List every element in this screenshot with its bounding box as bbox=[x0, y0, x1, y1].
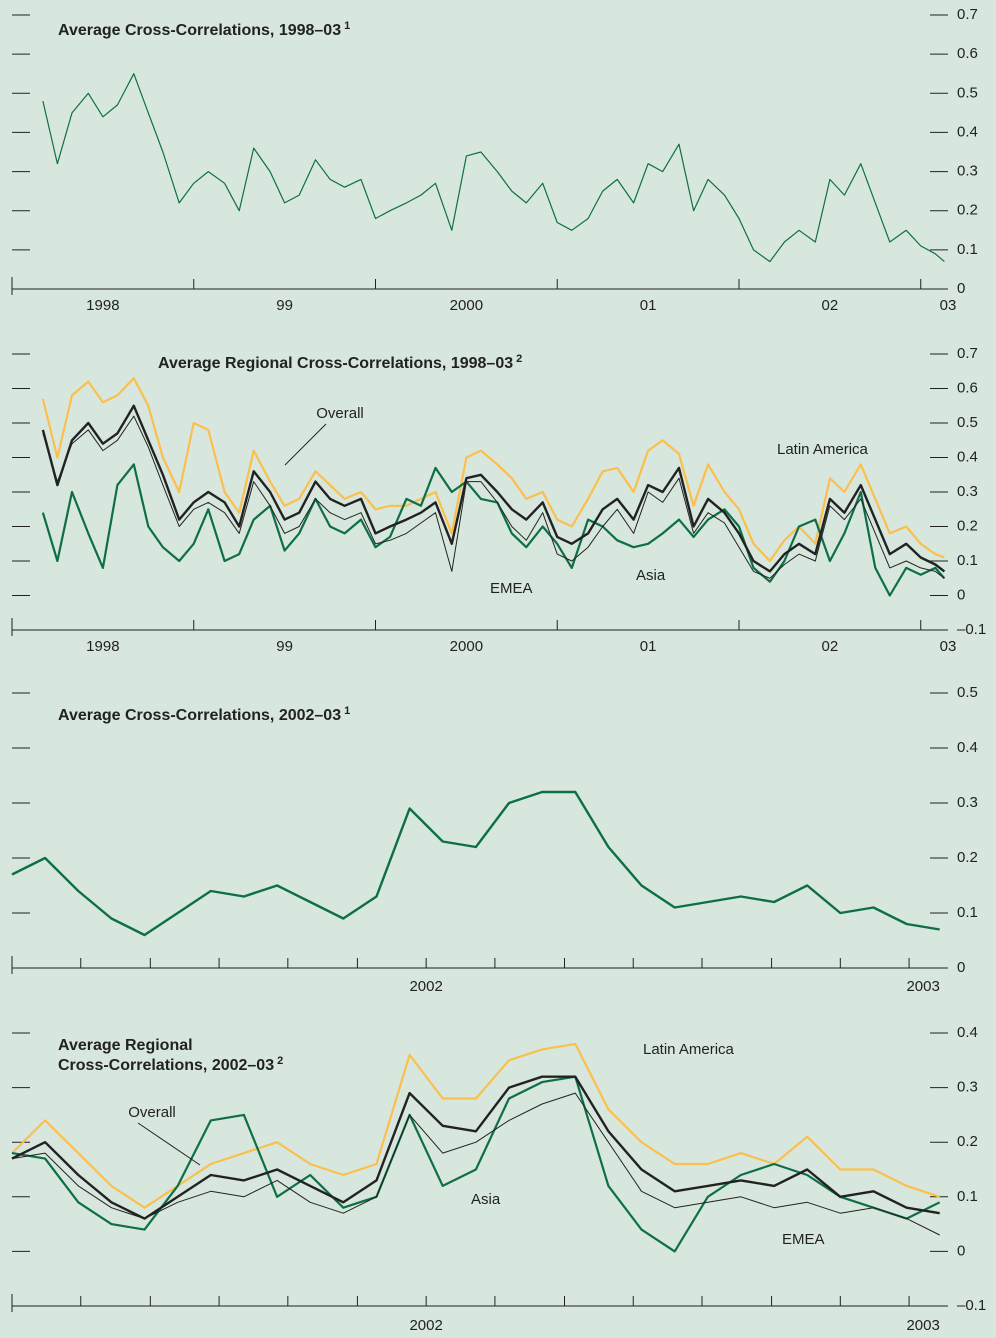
y-tick-label: 0.5 bbox=[957, 414, 978, 431]
x-tick-label: 02 bbox=[822, 297, 839, 314]
y-tick-label: 0 bbox=[957, 959, 965, 976]
chart-title: Average Cross-Correlations, 2002–03 1 bbox=[58, 705, 350, 724]
y-tick-label: 0.5 bbox=[957, 684, 978, 701]
chart-title: Average Regional Cross-Correlations, 2002… bbox=[58, 1037, 283, 1074]
x-tick-label: 2003 bbox=[906, 1317, 939, 1334]
x-tick-label: 1998 bbox=[86, 638, 119, 655]
y-tick-label: 0 bbox=[957, 280, 965, 297]
y-tick-label: 0.5 bbox=[957, 84, 978, 101]
y-tick-label: 0.1 bbox=[957, 552, 978, 569]
y-tick-label: 0.1 bbox=[957, 904, 978, 921]
x-tick-label: 03 bbox=[940, 297, 957, 314]
y-tick-label: 0.7 bbox=[957, 345, 978, 362]
y-tick-label: 0.1 bbox=[957, 1188, 978, 1205]
y-tick-label: 0.3 bbox=[957, 163, 978, 180]
chart-title: Average Cross-Correlations, 1998–03 1 bbox=[58, 20, 350, 39]
y-tick-label: 0.4 bbox=[957, 123, 978, 140]
y-tick-label: 0 bbox=[957, 586, 965, 603]
title-note: 2 bbox=[516, 353, 522, 365]
y-tick-label: 0.1 bbox=[957, 241, 978, 258]
series-label: Overall bbox=[316, 405, 364, 422]
series-line bbox=[11, 1075, 940, 1220]
title-text: Average Regional Cross-Correlations, 199… bbox=[158, 355, 513, 372]
x-tick-label: 99 bbox=[276, 297, 293, 314]
title-note: 2 bbox=[277, 1055, 283, 1067]
y-tick-label: 0 bbox=[957, 1242, 965, 1259]
leader-line bbox=[137, 1122, 201, 1166]
y-tick-label: 0.6 bbox=[957, 379, 978, 396]
title-note: 1 bbox=[344, 20, 350, 32]
title-note: 1 bbox=[344, 705, 350, 717]
x-tick-label: 01 bbox=[640, 638, 657, 655]
title-line: Average Regional bbox=[58, 1037, 193, 1054]
title-line: Cross-Correlations, 2002–03 bbox=[58, 1057, 274, 1074]
series-label: EMEA bbox=[782, 1231, 825, 1248]
series-label: Asia bbox=[471, 1191, 501, 1208]
series-label: Overall bbox=[128, 1104, 176, 1121]
series-label: EMEA bbox=[490, 580, 533, 597]
y-tick-label: 0.2 bbox=[957, 517, 978, 534]
y-tick-label: 0.3 bbox=[957, 794, 978, 811]
y-tick-label: –0.1 bbox=[957, 621, 986, 638]
title-text: Average Cross-Correlations, 1998–03 bbox=[58, 22, 341, 39]
y-tick-label: 0.4 bbox=[957, 739, 978, 756]
y-tick-label: 0.4 bbox=[957, 1024, 978, 1041]
series-label: Latin America bbox=[643, 1041, 735, 1058]
series-line bbox=[11, 790, 940, 937]
series-label: Asia bbox=[636, 567, 666, 584]
x-tick-label: 01 bbox=[640, 297, 657, 314]
y-tick-label: 0.2 bbox=[957, 1133, 978, 1150]
leader-line bbox=[284, 423, 327, 466]
y-tick-label: 0.6 bbox=[957, 45, 978, 62]
title-text: Average Cross-Correlations, 2002–03 bbox=[58, 707, 341, 724]
y-tick-label: 0.3 bbox=[957, 483, 978, 500]
series-line bbox=[11, 1075, 941, 1253]
y-tick-label: 0.2 bbox=[957, 202, 978, 219]
series-line bbox=[41, 377, 945, 563]
x-tick-label: 03 bbox=[940, 638, 957, 655]
x-tick-label: 2002 bbox=[409, 978, 442, 995]
x-tick-label: 2003 bbox=[906, 978, 939, 995]
series-line bbox=[41, 463, 946, 597]
series-line bbox=[41, 404, 946, 573]
x-tick-label: 2000 bbox=[450, 297, 483, 314]
series-label: Latin America bbox=[777, 441, 869, 458]
y-tick-label: 0.4 bbox=[957, 448, 978, 465]
series-line bbox=[11, 1042, 941, 1209]
y-tick-label: –0.1 bbox=[957, 1297, 986, 1314]
series-line bbox=[11, 1092, 940, 1236]
x-tick-label: 2000 bbox=[450, 638, 483, 655]
x-tick-label: 02 bbox=[822, 638, 839, 655]
y-tick-label: 0.7 bbox=[957, 6, 978, 23]
series-line bbox=[42, 415, 945, 579]
y-tick-label: 0.3 bbox=[957, 1079, 978, 1096]
y-tick-label: 0.2 bbox=[957, 849, 978, 866]
x-tick-label: 2002 bbox=[409, 1317, 442, 1334]
x-tick-label: 99 bbox=[276, 638, 293, 655]
chart-title: Average Regional Cross-Correlations, 199… bbox=[158, 353, 522, 372]
series-line bbox=[42, 73, 945, 263]
x-tick-label: 1998 bbox=[86, 297, 119, 314]
